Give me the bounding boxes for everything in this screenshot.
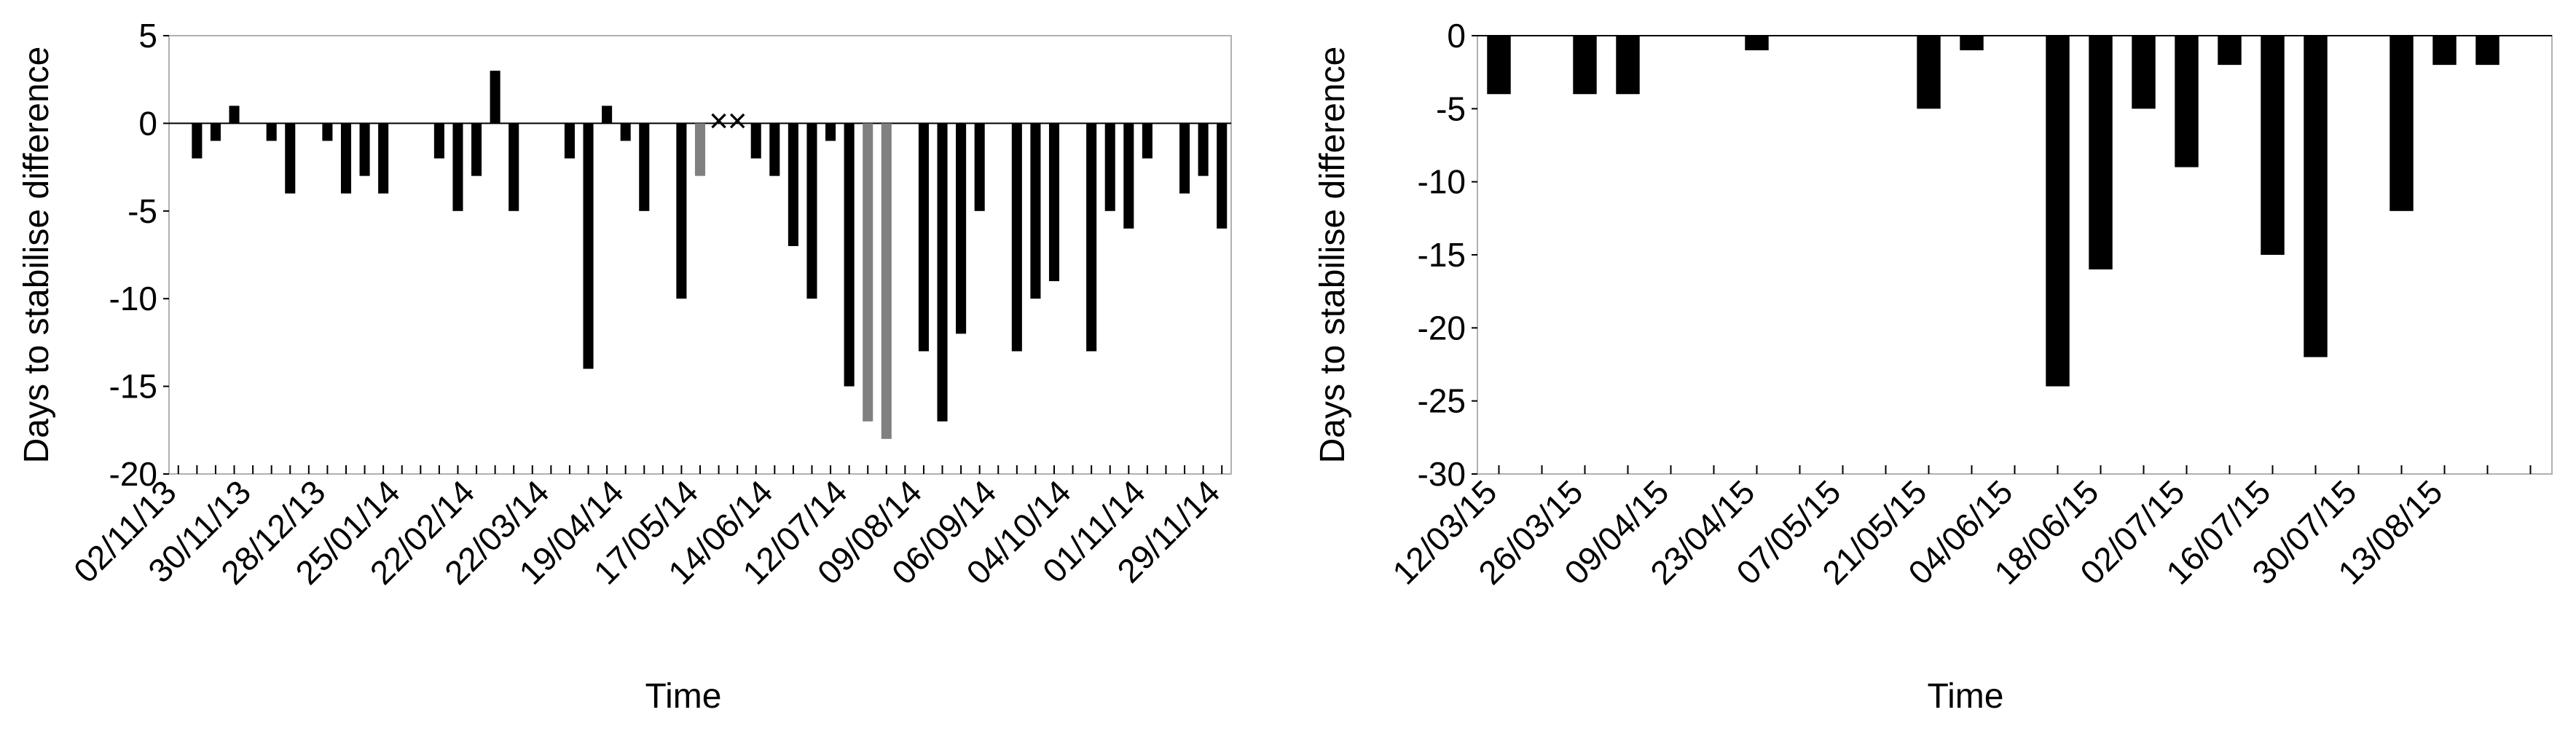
bar — [602, 106, 613, 124]
y-tick-label: -5 — [127, 192, 157, 230]
bar — [433, 123, 444, 159]
bar — [974, 123, 985, 211]
missing-data-marker: × — [709, 101, 729, 139]
right-chart-panel: 0-5-10-15-20-25-3012/03/1526/03/1509/04/… — [1313, 17, 2553, 716]
y-tick-label: -5 — [1436, 90, 1466, 127]
bar — [1123, 123, 1134, 229]
bar — [694, 123, 706, 176]
bar — [2089, 36, 2113, 270]
bar — [750, 123, 761, 159]
missing-data-marker: × — [728, 101, 747, 139]
bar — [844, 123, 855, 387]
bar — [1011, 123, 1022, 352]
y-tick-label: -20 — [109, 455, 157, 493]
x-axis-title: Time — [645, 677, 722, 716]
bar — [1616, 36, 1640, 95]
bar — [285, 123, 296, 194]
bar — [2390, 36, 2414, 211]
bar — [2432, 36, 2457, 66]
y-tick-label: -10 — [109, 280, 157, 317]
bar — [583, 123, 594, 369]
bar — [639, 123, 650, 211]
bar — [806, 123, 817, 299]
y-tick-label: -30 — [1418, 455, 1466, 493]
bar — [1030, 123, 1041, 299]
y-tick-label: -15 — [1418, 236, 1466, 274]
y-axis-title: Days to stabilise difference — [17, 47, 56, 464]
bar — [1104, 123, 1115, 211]
bar — [1198, 123, 1209, 176]
bar — [2218, 36, 2242, 66]
bar — [2046, 36, 2070, 387]
bar — [881, 123, 892, 439]
bar — [1573, 36, 1597, 95]
bar — [1142, 123, 1152, 159]
bar — [956, 123, 967, 334]
bar — [229, 106, 240, 124]
bar — [676, 123, 687, 299]
bar — [1917, 36, 1941, 109]
plot-frame — [168, 35, 1232, 475]
bar — [490, 71, 500, 124]
bar — [620, 123, 631, 141]
bar — [2475, 36, 2500, 66]
bar — [1048, 123, 1060, 282]
bar — [2132, 36, 2156, 109]
bar — [1086, 123, 1097, 352]
bar — [508, 123, 519, 211]
bar — [1960, 36, 1984, 51]
bar — [788, 123, 798, 246]
bar — [2175, 36, 2199, 167]
bar — [2304, 36, 2328, 357]
bar — [937, 123, 948, 422]
x-axis-title: Time — [1928, 677, 2004, 716]
bar — [564, 123, 575, 159]
bar — [918, 123, 929, 352]
y-tick-label: -20 — [1418, 309, 1466, 347]
y-tick-label: -10 — [1418, 163, 1466, 201]
bar — [1745, 36, 1769, 51]
bar — [1487, 36, 1511, 95]
bar — [2261, 36, 2285, 255]
bar — [378, 123, 389, 194]
bar — [340, 123, 352, 194]
left-chart-panel: 50-5-10-15-2002/11/1330/11/1328/12/1325/… — [17, 17, 1232, 716]
bar — [192, 123, 203, 159]
bar — [769, 123, 780, 176]
bar — [471, 123, 482, 176]
bar — [1217, 123, 1228, 229]
y-tick-label: -15 — [109, 368, 157, 406]
bar — [210, 123, 221, 141]
bar — [359, 123, 370, 176]
y-tick-label: 5 — [138, 17, 157, 55]
bar — [322, 123, 333, 141]
bar — [452, 123, 463, 211]
bar — [1179, 123, 1190, 194]
y-tick-label: -25 — [1418, 382, 1466, 420]
y-tick-label: 0 — [138, 104, 157, 142]
bar — [266, 123, 277, 141]
bar — [863, 123, 873, 422]
bar — [825, 123, 836, 141]
y-tick-label: 0 — [1447, 17, 1466, 55]
y-axis-title: Days to stabilise difference — [1313, 47, 1352, 464]
